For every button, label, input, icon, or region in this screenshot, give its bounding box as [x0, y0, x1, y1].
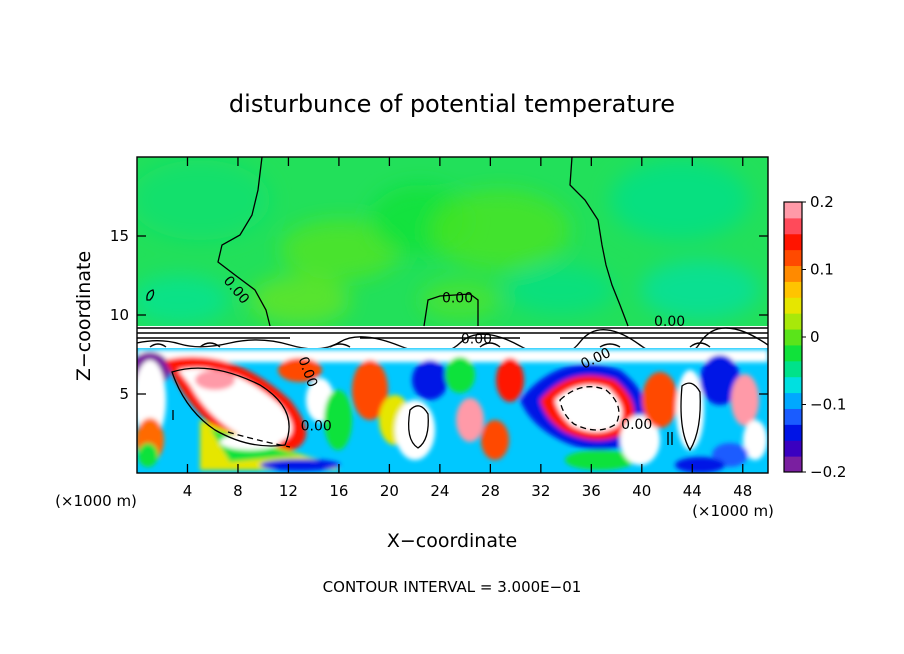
- x-axis: 4 8 12 16 20 24 28 32 36 40 44 48: [183, 157, 752, 500]
- x-tick-label: 12: [279, 482, 298, 500]
- colorbar-segment: [784, 281, 802, 298]
- colorbar-segment: [784, 456, 802, 473]
- colorbar-tick-label: −0.1: [810, 396, 846, 414]
- interface-band: [137, 326, 768, 348]
- lower-field: [137, 350, 768, 473]
- contour-lines: [146, 157, 701, 452]
- colorbar-tick-label: 0: [810, 328, 820, 346]
- upper-field: [137, 160, 760, 325]
- colorbar-segment: [784, 360, 802, 378]
- colorbar-segment: [784, 329, 802, 346]
- x-axis-label: X−coordinate: [387, 530, 517, 552]
- colorbar-tick-label: −0.2: [810, 463, 846, 481]
- colorbar-segment: [784, 249, 802, 267]
- colorbar-segment: [784, 217, 802, 235]
- x-tick-label: 28: [481, 482, 500, 500]
- contour-label: 0.00: [301, 418, 332, 434]
- x-unit-right: (×1000 m): [692, 502, 774, 520]
- y-axis-label: Z−coordinate: [73, 251, 95, 381]
- x-tick-label: 48: [733, 482, 752, 500]
- colorbar-segment: [784, 408, 802, 425]
- x-tick-label: 4: [183, 482, 193, 500]
- colorbar-segment: [784, 424, 802, 441]
- x-tick-label: 32: [531, 482, 550, 500]
- x-tick-label: 16: [329, 482, 348, 500]
- contour-label: 0.00: [654, 314, 685, 330]
- colorbar: 0.2 0.1 0 −0.1 −0.2: [783, 193, 846, 481]
- x-tick-label: 40: [632, 482, 651, 500]
- colorbar-segment: [784, 344, 802, 362]
- contour-label: 0.00: [442, 290, 473, 306]
- x-tick-label: 44: [683, 482, 702, 500]
- x-unit-left: (×1000 m): [55, 492, 137, 510]
- x-tick-label: 36: [582, 482, 601, 500]
- colorbar-tick-label: 0.1: [810, 261, 834, 279]
- colorbar-segment: [784, 440, 802, 457]
- colorbar-tick-label: 0.2: [810, 193, 834, 211]
- contour-interval-note: CONTOUR INTERVAL = 3.000E−01: [323, 578, 582, 596]
- y-tick-label: 10: [110, 306, 129, 324]
- x-tick-label: 20: [380, 482, 399, 500]
- contour-label: 0.00: [461, 331, 492, 347]
- colorbar-segment: [784, 376, 802, 394]
- y-tick-label: 15: [110, 227, 129, 245]
- y-axis: 5 10 15: [110, 227, 768, 403]
- x-tick-label: 24: [430, 482, 449, 500]
- colorbar-segment: [784, 297, 802, 314]
- colorbar-segment: [784, 313, 802, 330]
- colorbar-segment: [784, 233, 802, 251]
- colorbar-segment: [784, 392, 802, 409]
- contour-label: 0.00: [621, 417, 652, 433]
- x-tick-label: 8: [233, 482, 243, 500]
- colorbar-segment: [784, 265, 802, 282]
- chart-title: disturbunce of potential temperature: [229, 90, 675, 118]
- plot-area: 0.00 0.000.000.000.00 0.000.00 0.00: [137, 157, 768, 473]
- colorbar-segment: [784, 202, 802, 219]
- y-tick-label: 5: [119, 385, 129, 403]
